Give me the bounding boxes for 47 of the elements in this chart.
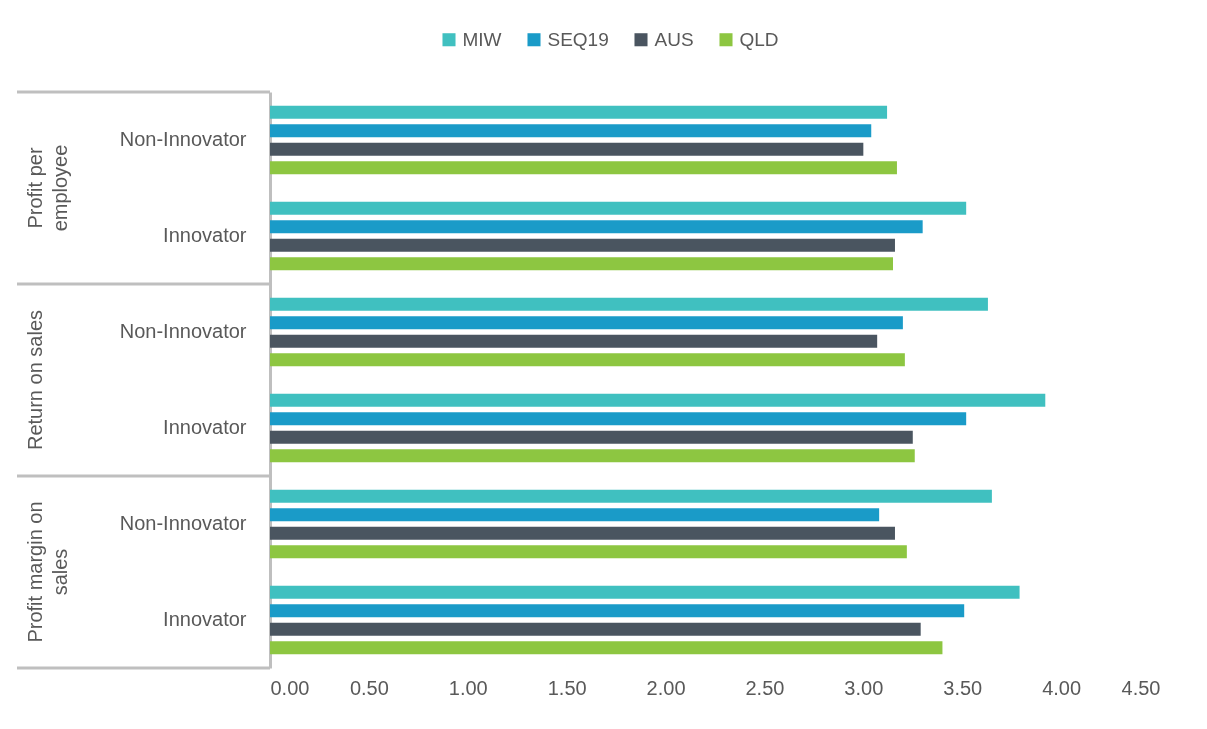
text: Profit per employee (24, 144, 71, 232)
legend-label: QLD (739, 28, 779, 50)
bar (270, 622, 921, 636)
bar (270, 449, 915, 463)
x-tick-label: 2.50 (745, 676, 785, 699)
x-tick-label: 0.50 (349, 676, 389, 699)
x-tick-label: 2.00 (646, 676, 686, 699)
bar (270, 220, 923, 234)
y-tick-label: Innovator (163, 416, 247, 438)
text: Return on sales (24, 309, 46, 451)
text: Profit margin on sales (24, 501, 71, 643)
x-tick-label: 4.00 (1042, 676, 1082, 699)
bar (270, 489, 992, 503)
bar (270, 334, 878, 348)
y-tick-label: Non-Innovator (119, 128, 247, 150)
legend-label: MIW (462, 28, 502, 50)
bar (270, 201, 967, 215)
bar (270, 641, 943, 655)
bar (270, 353, 905, 367)
y-tick-label: Non-Innovator (119, 320, 247, 342)
y-tick-label: Non-Innovator (119, 512, 247, 534)
bar (270, 105, 888, 119)
bar (270, 412, 967, 426)
bar (270, 393, 1046, 407)
bar (270, 142, 864, 156)
bar (270, 297, 988, 311)
bar (270, 508, 880, 522)
bar (270, 526, 895, 540)
bar (270, 604, 965, 618)
x-tick-label: 3.50 (943, 676, 983, 699)
x-tick-label: 3.00 (844, 676, 884, 699)
bar (270, 238, 895, 252)
x-tick-label: 0.00 (270, 676, 310, 699)
bar (270, 124, 872, 138)
bar (270, 316, 903, 330)
x-tick-label: 4.50 (1121, 676, 1161, 699)
bar (270, 430, 913, 444)
y-tick-label: Innovator (163, 224, 247, 246)
legend-label: SEQ19 (547, 28, 609, 50)
bar (270, 161, 897, 175)
bar (270, 545, 907, 559)
legend-label: AUS (654, 28, 694, 50)
x-tick-label: 1.00 (448, 676, 488, 699)
bar (270, 585, 1020, 599)
x-tick-label: 1.50 (547, 676, 587, 699)
bar (270, 257, 893, 271)
y-tick-label: Innovator (163, 608, 247, 630)
